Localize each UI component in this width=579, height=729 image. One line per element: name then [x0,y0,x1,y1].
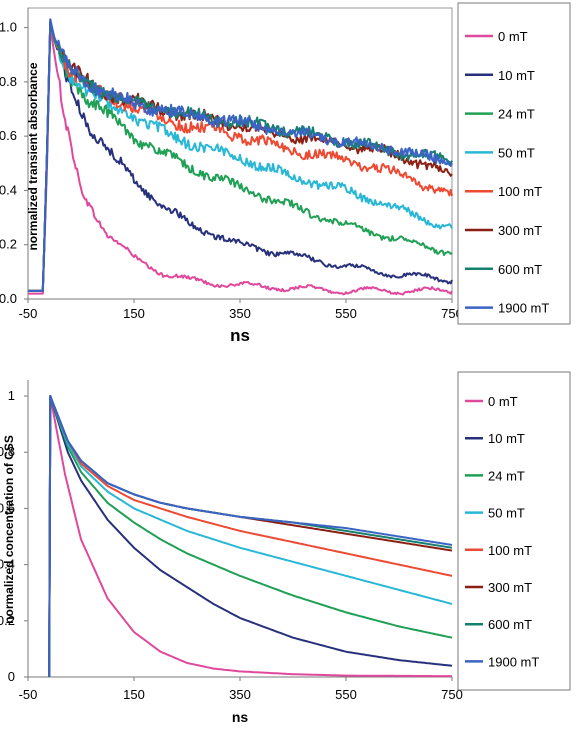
y-tick-label: 0.2 [0,237,17,252]
y-tick-label: 0.4 [0,557,15,572]
series-line-50-mt [48,395,453,678]
y-tick-label: 0.8 [0,74,17,89]
chart-1: 0.0 0.2 0.4 0.6 0.8 1.0 -50 150 350 550 750 ns norma… [0,2,571,345]
chart-2: 0 0.2 0.4 0.6 0.8 1 -50 150 350 550 750 ns normalize… [0,371,571,725]
legend-label: 100 mT [498,184,542,199]
series-line-0-mt [48,395,453,678]
legend: 0 mT 10 mT 24 mT 50 mT 100 mT 300 mT 600 mT 190… [457,2,571,325]
series-line-10-mt [28,18,453,292]
legend-label: 600 mT [488,617,532,632]
y-tick-label: 0.0 [0,291,17,306]
legend-label: 600 mT [498,262,542,277]
x-tick-label: 150 [123,687,145,702]
y-tick-label: 0.6 [0,500,15,515]
series-line-300-mt [48,395,453,678]
series-line-100-mt [28,21,453,292]
x-axis-label: ns [232,709,249,725]
y-tick-label: 0.6 [0,128,17,143]
x-tick-label: -50 [19,687,38,702]
legend-label: 300 mT [498,223,542,238]
series-line-24-mt [28,21,453,292]
series-line-600-mt [48,395,453,678]
y-axis-label: normalized transient absorbance [26,62,40,250]
legend-label: 24 mT [488,468,525,483]
legend-label: 10 mT [488,431,525,446]
y-tick-label: 0 [8,669,15,684]
legend-box [457,2,571,325]
x-tick-label: 350 [229,306,251,321]
x-tick-label: -50 [19,306,38,321]
legend-label: 0 mT [498,29,528,44]
series-line-100-mt [48,395,453,678]
legend: 0 mT 10 mT 24 mT 50 mT 100 mT 300 mT 600 mT 190… [457,371,571,691]
legend-label: 50 mT [488,506,525,521]
x-tick-label: 550 [335,687,357,702]
y-axis-label: normalized concentration of CSS [2,435,16,624]
legend-label: 10 mT [498,68,535,83]
series-line-10-mt [48,395,453,678]
y-tick-label: 0.8 [0,444,15,459]
legend-box [457,371,571,691]
series-line-0-mt [28,26,453,296]
series-line-24-mt [48,395,453,678]
legend-label: 50 mT [498,145,535,160]
legend-label: 24 mT [498,107,535,122]
series-line-50-mt [28,21,453,292]
x-tick-label: 350 [229,687,251,702]
x-tick-label: 750 [441,306,463,321]
x-tick-label: 150 [123,306,145,321]
series-line-1900-mt [48,395,453,678]
y-tick-label: 1 [8,388,15,403]
legend-label: 1900 mT [498,301,549,316]
x-axis-label: ns [230,326,250,345]
y-tick-label: 1.0 [0,20,17,35]
x-tick-label: 550 [335,306,357,321]
y-tick-label: 0.2 [0,613,15,628]
legend-label: 1900 mT [488,654,539,669]
x-tick-label: 750 [441,687,463,702]
series-line-1900-mt [28,18,453,292]
legend-label: 300 mT [488,580,532,595]
y-tick-label: 0.4 [0,182,17,197]
legend-label: 0 mT [488,394,518,409]
legend-label: 100 mT [488,543,532,558]
